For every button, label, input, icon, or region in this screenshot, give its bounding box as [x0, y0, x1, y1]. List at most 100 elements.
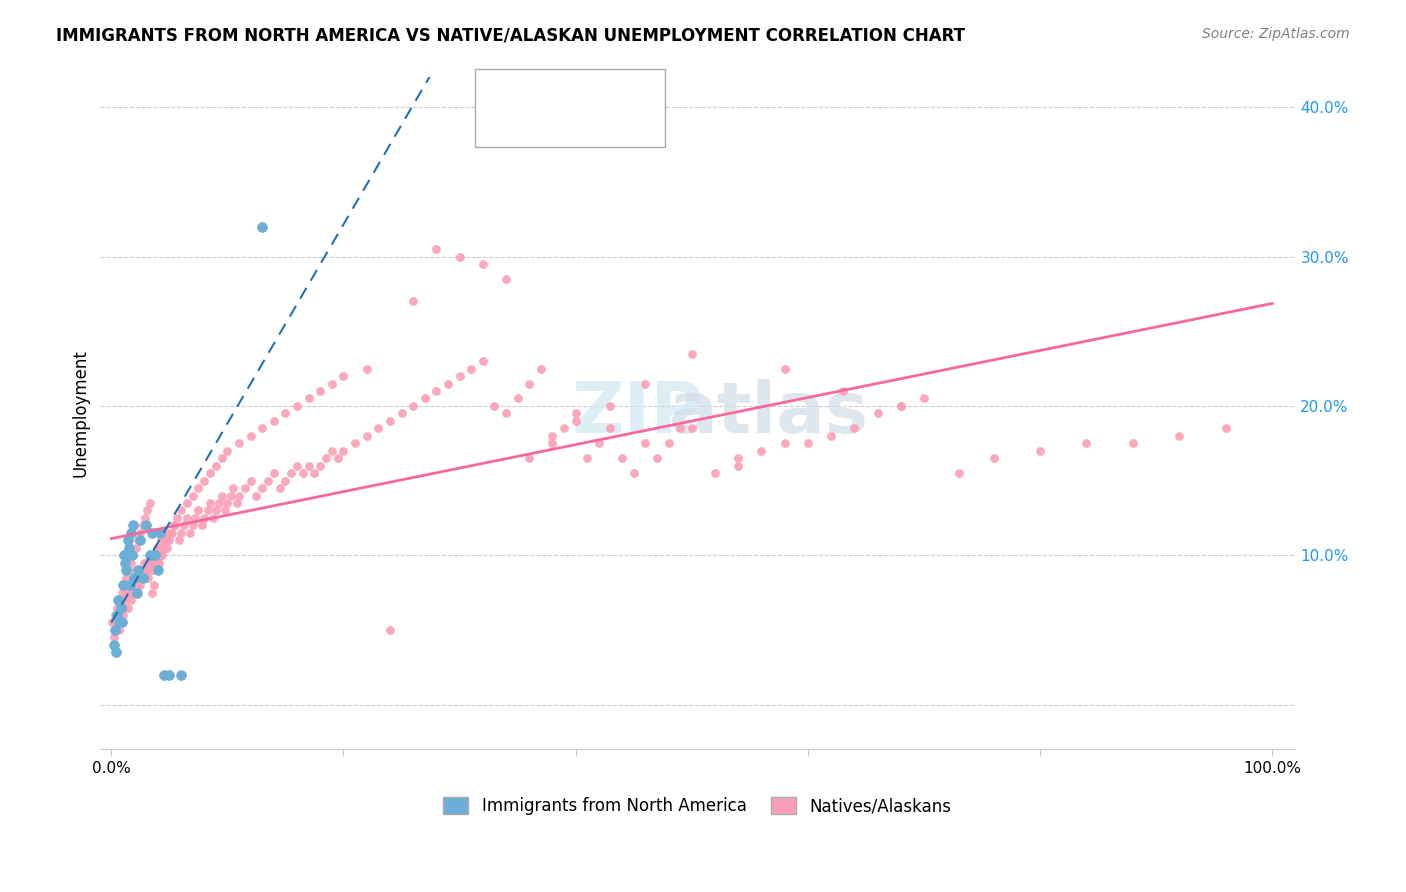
- Point: [274, 474, 297, 488]
- Point: [250, 219, 273, 234]
- Point: [107, 615, 129, 630]
- Point: [225, 496, 247, 510]
- Point: [141, 585, 163, 599]
- Point: [309, 458, 332, 473]
- Text: R =: R =: [520, 114, 557, 132]
- Point: [449, 369, 471, 384]
- Point: [285, 458, 308, 473]
- Point: [112, 578, 135, 592]
- Point: [152, 541, 174, 555]
- Point: [1215, 421, 1237, 435]
- Point: [173, 518, 195, 533]
- Point: [599, 421, 621, 435]
- Point: [138, 571, 160, 585]
- Point: [425, 384, 447, 398]
- Point: [727, 458, 749, 473]
- Point: [125, 585, 148, 599]
- Point: [751, 443, 773, 458]
- Point: [121, 549, 143, 563]
- Point: [304, 466, 326, 480]
- Point: [460, 361, 482, 376]
- Point: [101, 615, 124, 630]
- Point: [146, 563, 169, 577]
- Text: ZIP: ZIP: [572, 379, 704, 448]
- Point: [193, 474, 215, 488]
- Point: [165, 518, 187, 533]
- Point: [198, 466, 221, 480]
- Point: [110, 600, 132, 615]
- Point: [634, 436, 657, 450]
- Point: [150, 533, 173, 548]
- Point: [105, 607, 128, 622]
- Text: R =: R =: [520, 85, 557, 103]
- Point: [149, 525, 172, 540]
- Point: [104, 615, 127, 630]
- Point: [112, 600, 135, 615]
- Point: [138, 496, 160, 510]
- Point: [131, 563, 153, 577]
- Point: [506, 392, 529, 406]
- Point: [114, 556, 136, 570]
- Point: [214, 503, 236, 517]
- Point: [129, 578, 152, 592]
- Point: [309, 384, 332, 398]
- Point: [122, 549, 145, 563]
- Point: [378, 414, 401, 428]
- Point: [111, 615, 134, 630]
- Point: [149, 541, 172, 555]
- Point: [866, 406, 889, 420]
- Point: [727, 451, 749, 466]
- Point: [576, 451, 599, 466]
- Point: [104, 623, 127, 637]
- Point: [153, 533, 176, 548]
- Point: [250, 481, 273, 495]
- Point: [111, 578, 134, 592]
- Point: [564, 414, 586, 428]
- Point: [132, 556, 155, 570]
- Point: [344, 436, 367, 450]
- Point: [233, 481, 256, 495]
- Point: [517, 451, 540, 466]
- Point: [156, 541, 179, 555]
- Point: [193, 511, 215, 525]
- Point: [657, 436, 679, 450]
- Point: [155, 525, 177, 540]
- Point: [108, 623, 131, 637]
- Point: [484, 399, 506, 413]
- Point: [176, 496, 198, 510]
- Point: [291, 466, 314, 480]
- Point: [150, 549, 173, 563]
- Text: 198: 198: [624, 114, 659, 132]
- Point: [114, 593, 136, 607]
- Point: [553, 421, 575, 435]
- Point: [530, 361, 553, 376]
- Point: [157, 667, 180, 681]
- Point: [145, 549, 167, 563]
- Point: [471, 354, 494, 368]
- Point: [124, 585, 146, 599]
- Point: [367, 421, 389, 435]
- Point: [191, 518, 214, 533]
- Text: IMMIGRANTS FROM NORTH AMERICA VS NATIVE/ALASKAN UNEMPLOYMENT CORRELATION CHART: IMMIGRANTS FROM NORTH AMERICA VS NATIVE/…: [56, 27, 966, 45]
- Point: [141, 525, 163, 540]
- Point: [105, 607, 128, 622]
- Point: [239, 474, 262, 488]
- Point: [141, 549, 163, 563]
- Point: [250, 421, 273, 435]
- Point: [127, 533, 149, 548]
- Point: [131, 571, 153, 585]
- Text: ■: ■: [499, 113, 520, 133]
- Point: [134, 571, 156, 585]
- Point: [128, 563, 150, 577]
- Point: [115, 563, 138, 577]
- Point: [217, 443, 239, 458]
- Point: [211, 489, 233, 503]
- Point: [623, 466, 645, 480]
- Point: [517, 376, 540, 391]
- Point: [118, 578, 141, 592]
- Point: [152, 541, 174, 555]
- Point: [166, 511, 188, 525]
- Text: 33: 33: [624, 85, 654, 103]
- Point: [159, 525, 181, 540]
- Point: [285, 399, 308, 413]
